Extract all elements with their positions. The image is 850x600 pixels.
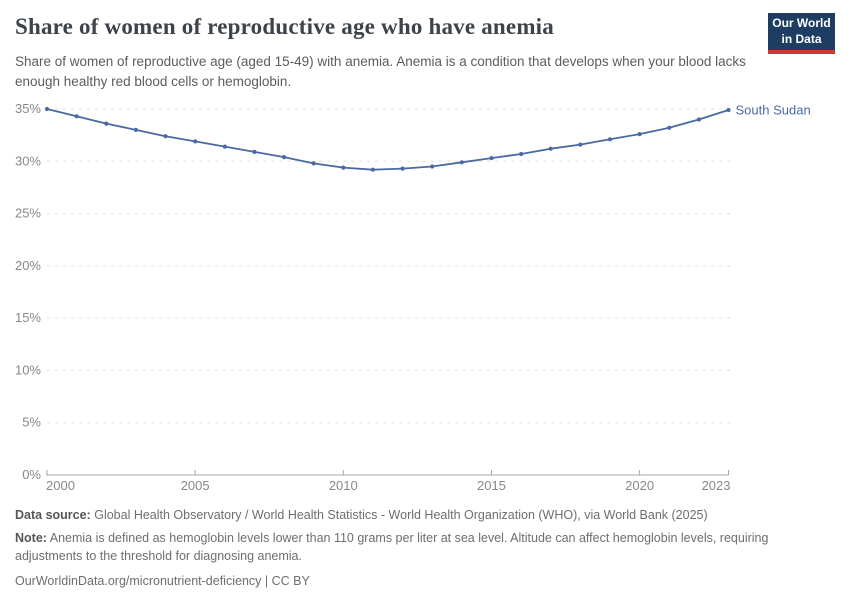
data-point[interactable] [74,114,79,119]
x-axis-label: 2015 [477,478,506,493]
chart-subtitle: Share of women of reproductive age (aged… [15,54,746,90]
y-axis-label: 30% [15,153,41,168]
data-point[interactable] [370,167,375,172]
y-axis-label: 5% [22,415,41,430]
series-label-south-sudan[interactable]: South Sudan [736,103,811,118]
x-axis-label: 2005 [181,478,210,493]
data-point[interactable] [222,144,227,149]
y-axis-label: 20% [15,258,41,273]
x-axis-label: 2000 [46,478,75,493]
y-axis-label: 25% [15,206,41,221]
y-axis-label: 10% [15,362,41,377]
data-point[interactable] [519,151,524,157]
data-point[interactable] [44,106,50,112]
x-axis-label: 2010 [329,478,358,493]
data-source-line: Data source: Global Health Observatory /… [15,506,817,524]
owid-logo-line2: in Data [781,31,822,46]
data-point[interactable] [193,139,198,144]
x-axis-label: 2023 [702,478,731,493]
note-text: Anemia is defined as hemoglobin levels l… [15,531,769,564]
data-point[interactable] [133,127,138,132]
y-axis-label: 0% [22,467,41,482]
y-axis-label: 35% [15,101,41,116]
data-source-text: Global Health Observatory / World Health… [94,508,708,522]
y-axis-label: 15% [15,310,41,325]
data-point[interactable] [341,165,346,170]
data-point[interactable] [696,117,702,122]
data-point[interactable] [104,121,109,126]
line-chart[interactable]: 0% 5% 10% 15% 20% 25% 30% 35% 2000 2005 2010 2015 20… [0,85,850,505]
page-title: Share of women of reproductive age who h… [15,14,554,39]
data-point[interactable] [163,134,168,139]
data-point[interactable] [400,166,405,171]
note-line: Note: Anemia is defined as hemoglobin le… [15,529,817,565]
data-point[interactable] [637,132,642,137]
footer-url: OurWorldinData.org/micronutrient-deficie… [15,574,310,589]
note-label: Note: [15,531,47,546]
owid-logo[interactable]: Our World in Data [768,13,835,54]
data-point[interactable] [311,161,316,166]
data-point[interactable] [459,160,464,165]
data-point[interactable] [281,155,287,160]
data-point[interactable] [607,137,613,142]
data-point[interactable] [578,142,583,147]
owid-logo-line1: Our World [772,15,831,30]
data-point[interactable] [726,107,731,113]
data-point[interactable] [252,149,257,154]
data-point[interactable] [548,146,553,151]
chart-footer: Data source: Global Health Observatory /… [15,506,817,591]
data-point[interactable] [430,164,435,169]
data-source-label: Data source: [15,508,91,522]
data-point[interactable] [489,156,494,161]
data-point[interactable] [667,125,672,130]
x-axis-label: 2020 [625,478,654,493]
series-line[interactable] [46,108,730,171]
